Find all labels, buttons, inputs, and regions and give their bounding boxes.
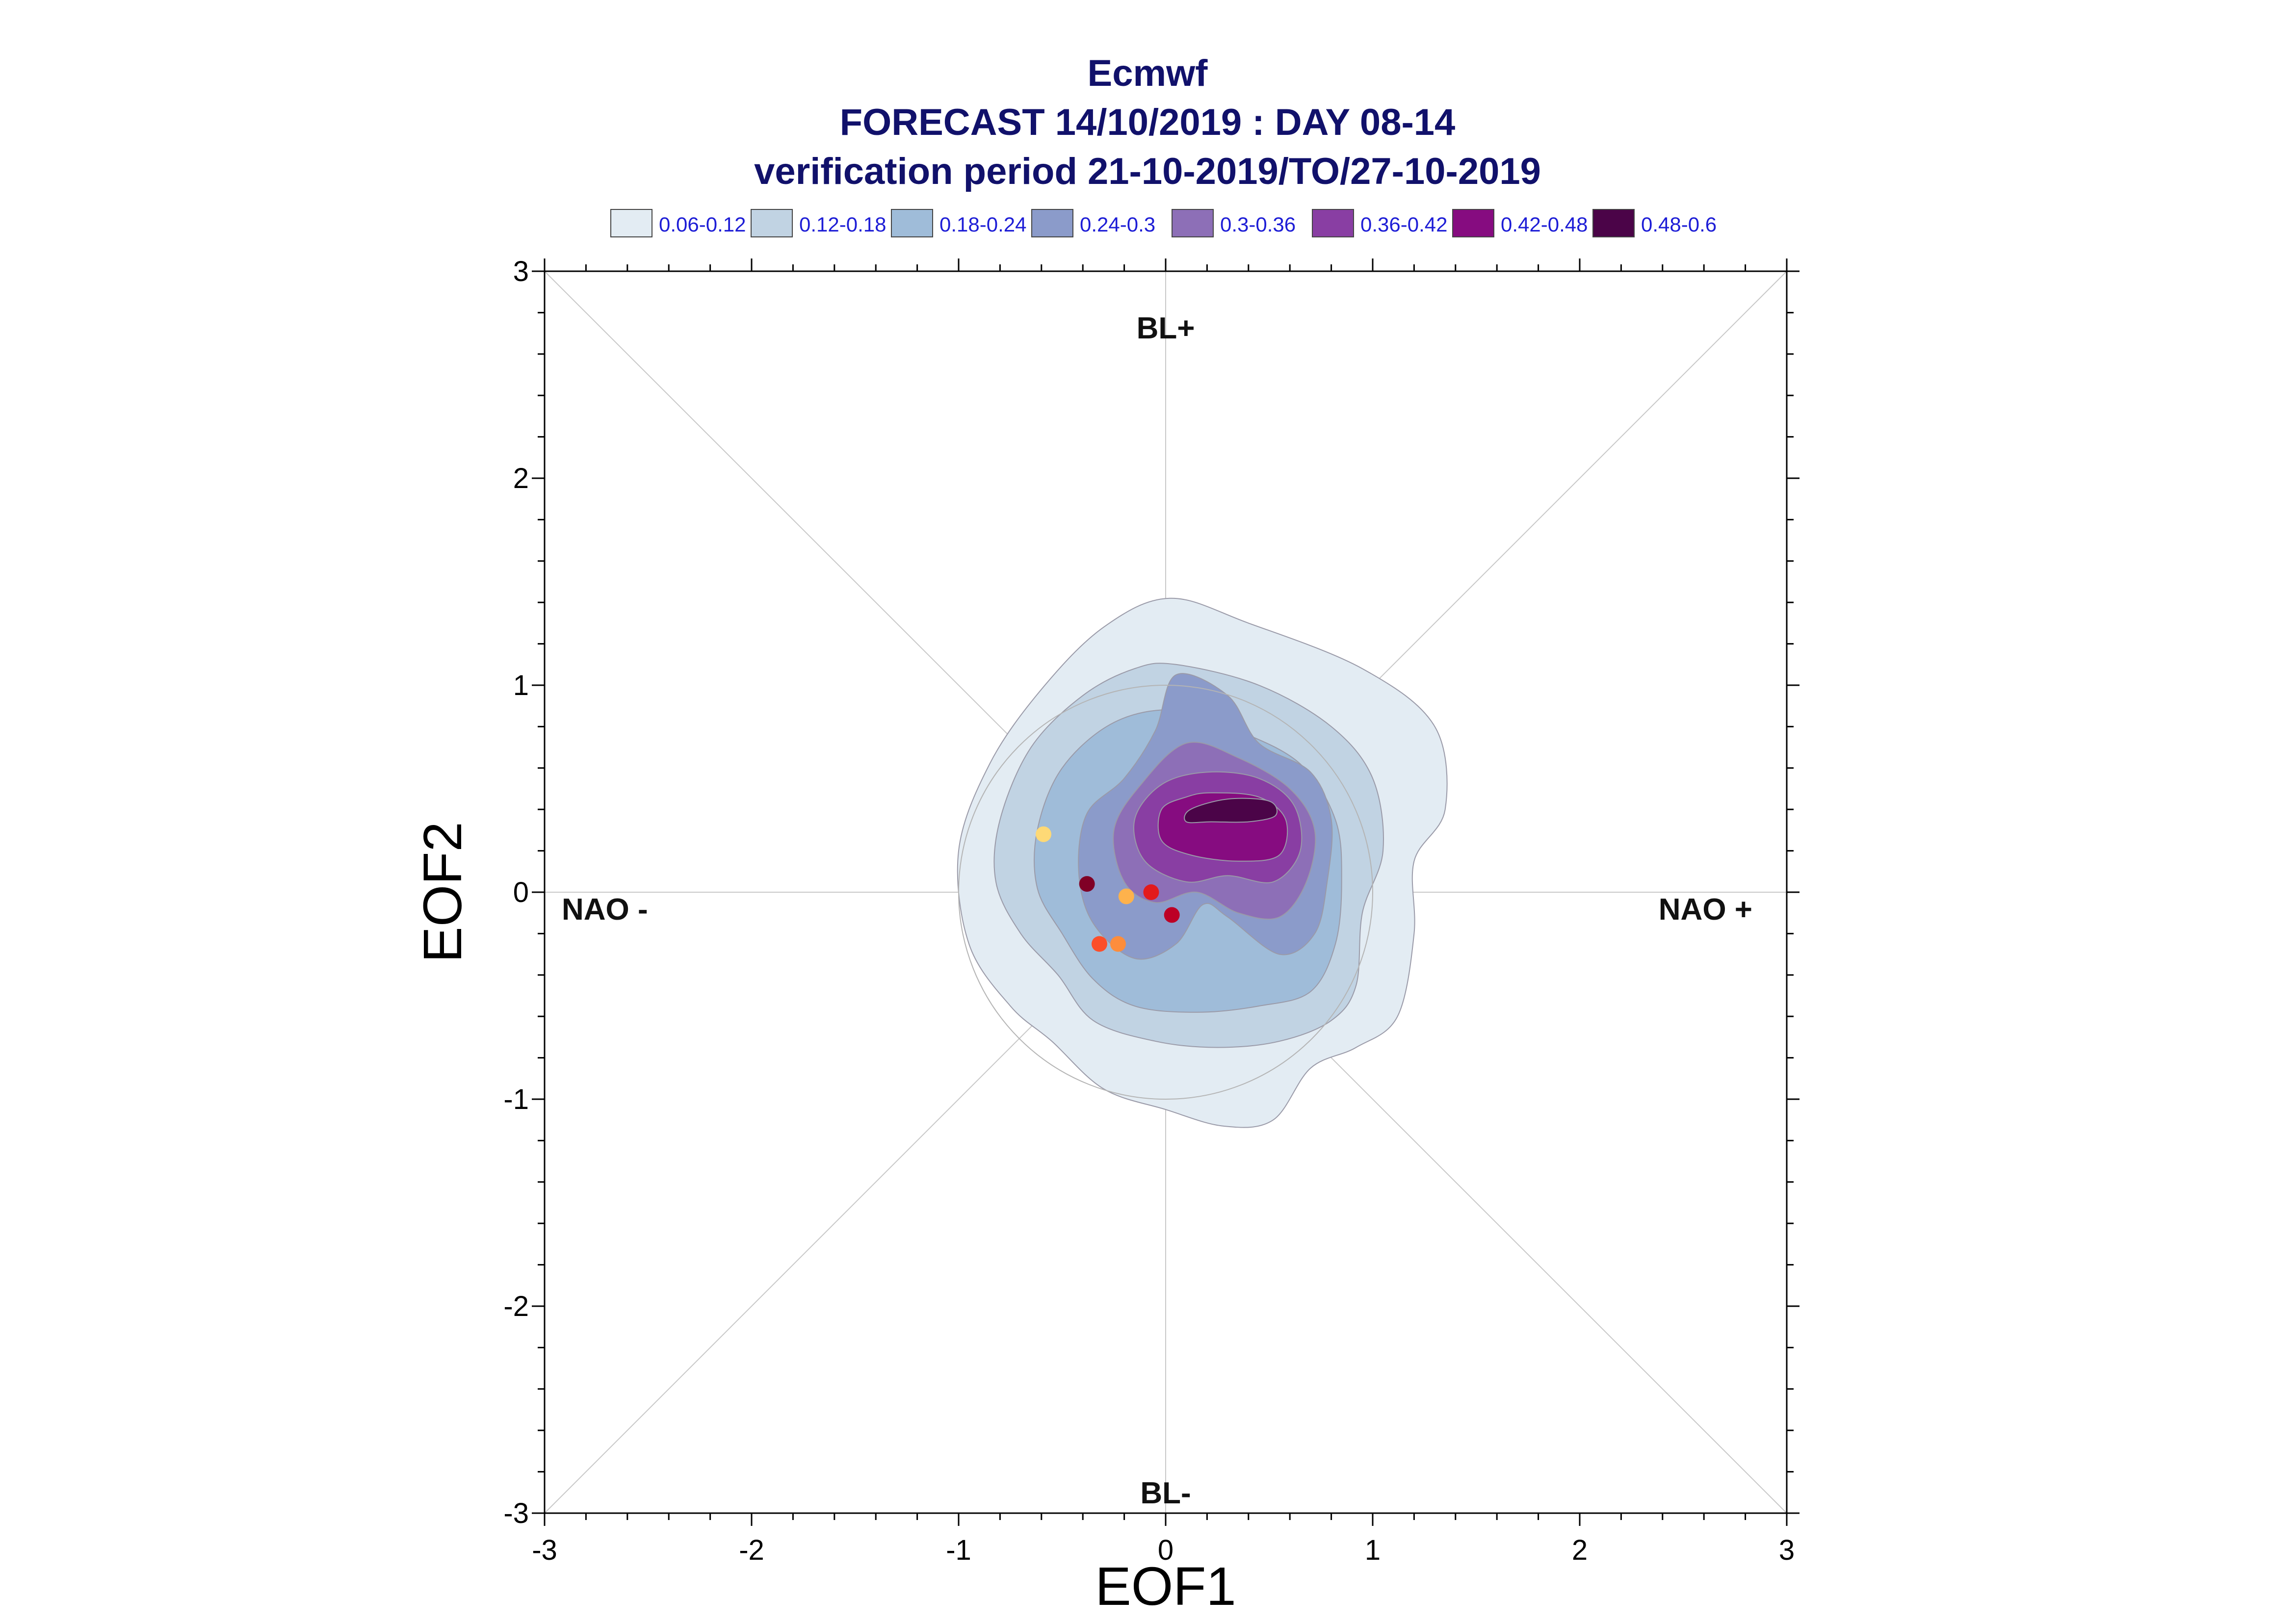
legend-swatch <box>891 209 933 237</box>
legend-swatch <box>610 209 652 237</box>
legend-swatch <box>751 209 793 237</box>
x-tick-label: 1 <box>1365 1534 1381 1566</box>
data-point <box>1110 936 1126 952</box>
legend-label: 0.24-0.3 <box>1080 213 1155 236</box>
legend-swatch <box>1312 209 1354 237</box>
plot-area: BL+ BL- NAO - NAO + <box>544 271 1787 1514</box>
title-line-1: Ecmwf <box>1087 52 1208 94</box>
data-point <box>1118 888 1134 904</box>
title-line-2: FORECAST 14/10/2019 : DAY 08-14 <box>839 102 1456 143</box>
legend-label: 0.48-0.6 <box>1641 213 1717 236</box>
regime-label-bottom: BL- <box>1140 1476 1191 1510</box>
x-tick-label: 2 <box>1572 1534 1588 1566</box>
chart-titles: Ecmwf FORECAST 14/10/2019 : DAY 08-14 ve… <box>608 49 1687 196</box>
legend-label: 0.3-0.36 <box>1220 213 1296 236</box>
x-axis-title: EOF1 <box>1095 1556 1236 1617</box>
y-tick-label: -3 <box>503 1497 529 1529</box>
legend-swatch <box>1592 209 1635 237</box>
legend-swatch <box>1031 209 1073 237</box>
y-tick-label: 3 <box>513 256 529 287</box>
y-tick-label: -1 <box>503 1083 529 1115</box>
x-tick-label: -2 <box>739 1534 764 1566</box>
legend-swatch <box>1172 209 1214 237</box>
data-point <box>1091 936 1107 952</box>
y-tick-label: 1 <box>513 670 529 701</box>
y-tick-label: -2 <box>503 1290 529 1322</box>
legend-label: 0.36-0.42 <box>1360 213 1447 236</box>
legend-label: 0.18-0.24 <box>939 213 1026 236</box>
x-tick-label: -3 <box>532 1534 557 1566</box>
y-axis-title: EOF2 <box>413 822 473 962</box>
legend-label: 0.12-0.18 <box>799 213 886 236</box>
x-tick-label: -1 <box>946 1534 971 1566</box>
x-tick-label: 0 <box>1158 1534 1174 1566</box>
regime-label-left: NAO - <box>562 893 648 927</box>
title-line-3: verification period 21-10-2019/TO/27-10-… <box>754 151 1541 192</box>
y-tick-label: 2 <box>513 463 529 494</box>
x-tick-label: 3 <box>1779 1534 1795 1566</box>
data-point <box>1036 826 1052 842</box>
regime-label-right: NAO + <box>1659 893 1752 927</box>
unit-circle <box>958 685 1373 1100</box>
legend-swatch <box>1452 209 1494 237</box>
axes: -3-3 -2 -2 -1 -1 0 0 1 1 2 2 3 3 EOF1 EOF2 <box>413 256 1799 1617</box>
y-tick-label: 0 <box>513 876 529 908</box>
density-legend: 0.06-0.12 0.12-0.18 0.18-0.24 0.24-0.3 0.3-0… <box>610 209 1717 237</box>
density-contour <box>1184 798 1278 824</box>
data-point <box>1143 884 1159 900</box>
legend-label: 0.06-0.12 <box>659 213 746 236</box>
data-point <box>1079 876 1095 892</box>
legend-label: 0.42-0.48 <box>1501 213 1588 236</box>
data-point <box>1164 907 1180 923</box>
regime-label-top: BL+ <box>1137 311 1195 345</box>
